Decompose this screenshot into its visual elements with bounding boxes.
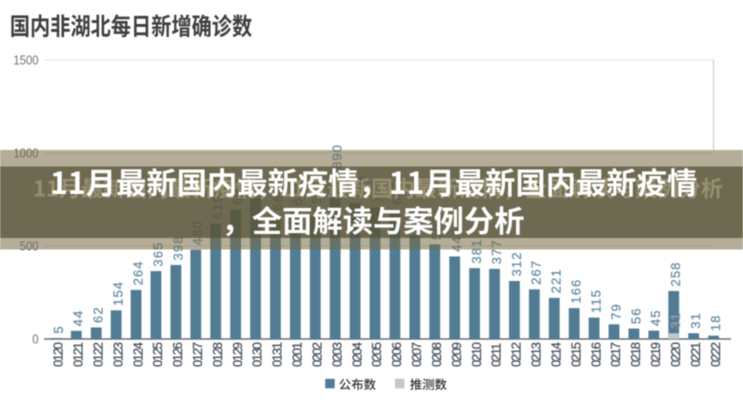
svg-text:0205: 0205 — [369, 342, 384, 367]
svg-text:264: 264 — [130, 260, 145, 285]
svg-text:0204: 0204 — [349, 342, 364, 367]
svg-text:0213: 0213 — [529, 342, 544, 367]
svg-text:0207: 0207 — [409, 342, 424, 367]
svg-text:44: 44 — [71, 310, 86, 327]
svg-text:166: 166 — [569, 279, 584, 304]
svg-text:0126: 0126 — [170, 342, 185, 367]
svg-text:0209: 0209 — [449, 342, 464, 367]
svg-text:0120: 0120 — [51, 342, 66, 367]
svg-text:0125: 0125 — [150, 342, 165, 367]
svg-text:0129: 0129 — [230, 342, 245, 367]
svg-text:0206: 0206 — [389, 342, 404, 367]
svg-text:0202: 0202 — [309, 342, 324, 367]
svg-text:45: 45 — [648, 309, 663, 326]
svg-text:0208: 0208 — [429, 342, 444, 367]
svg-text:0122: 0122 — [90, 342, 105, 367]
svg-text:31: 31 — [688, 312, 703, 329]
svg-text:0124: 0124 — [130, 342, 145, 367]
svg-text:0211: 0211 — [489, 343, 504, 367]
svg-text:0218: 0218 — [628, 342, 643, 367]
svg-text:0127: 0127 — [190, 342, 205, 367]
svg-text:115: 115 — [588, 289, 603, 313]
svg-text:0121: 0121 — [71, 342, 86, 367]
svg-text:31: 31 — [668, 312, 683, 329]
svg-text:0214: 0214 — [548, 342, 563, 367]
svg-text:18: 18 — [708, 314, 723, 331]
svg-text:267: 267 — [529, 260, 544, 285]
svg-text:1500: 1500 — [13, 53, 38, 68]
svg-text:0215: 0215 — [568, 342, 583, 367]
svg-text:0130: 0130 — [250, 342, 265, 367]
svg-text:0203: 0203 — [329, 342, 344, 367]
svg-text:0131: 0131 — [270, 342, 285, 367]
svg-text:0212: 0212 — [509, 342, 524, 367]
svg-text:0220: 0220 — [668, 342, 683, 367]
svg-text:0219: 0219 — [648, 342, 663, 367]
svg-text:0128: 0128 — [210, 342, 225, 367]
svg-text:5: 5 — [51, 325, 66, 333]
svg-text:0123: 0123 — [110, 342, 125, 367]
svg-text:0210: 0210 — [469, 342, 484, 367]
svg-text:0201: 0201 — [290, 342, 305, 367]
svg-text:312: 312 — [509, 251, 524, 276]
svg-text:56: 56 — [628, 307, 643, 324]
svg-text:0216: 0216 — [588, 342, 603, 367]
svg-text:0221: 0221 — [688, 342, 703, 367]
svg-text:0: 0 — [32, 332, 38, 347]
svg-text:0217: 0217 — [608, 342, 623, 367]
svg-text:154: 154 — [111, 281, 126, 306]
svg-text:62: 62 — [91, 306, 106, 323]
svg-text:258: 258 — [668, 262, 683, 287]
svg-text:221: 221 — [549, 268, 564, 293]
svg-text:79: 79 — [608, 303, 623, 320]
svg-text:0222: 0222 — [708, 342, 723, 367]
